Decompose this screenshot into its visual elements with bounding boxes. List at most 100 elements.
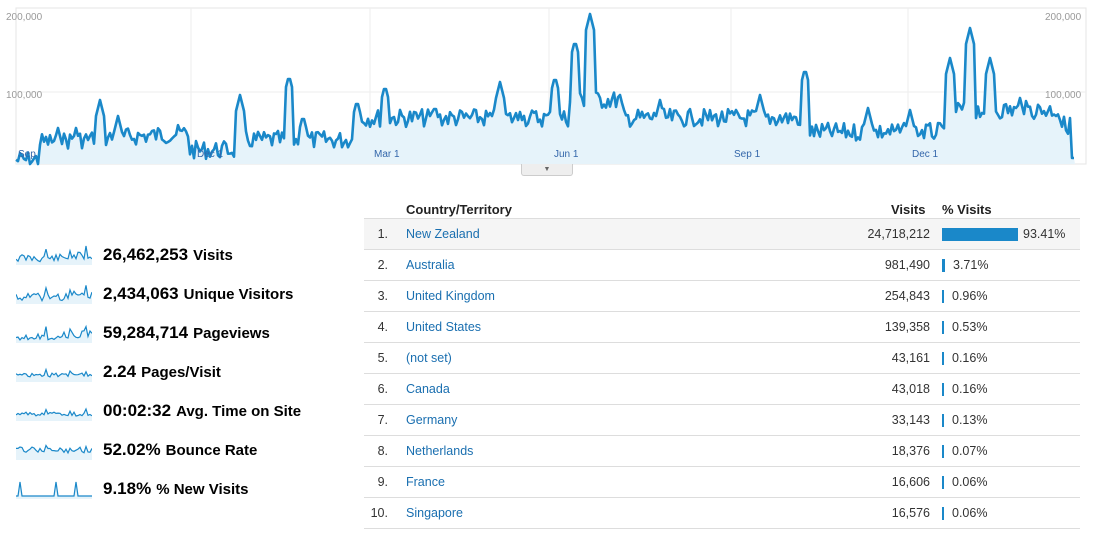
metric-label: % New Visits: [156, 480, 249, 498]
row-visits: 33,143: [891, 413, 930, 427]
row-rank: 7.: [377, 413, 388, 427]
row-pct-visits: 93.41%: [1023, 227, 1066, 241]
sparkline-icon: [16, 367, 92, 382]
row-pct-visits: 0.16%: [952, 351, 988, 365]
pct-visits-bar: [942, 352, 944, 365]
y-axis-label-left: 100,000: [6, 90, 43, 101]
row-pct-visits: 0.13%: [952, 413, 988, 427]
row-visits: 981,490: [884, 258, 930, 272]
row-visits: 16,576: [891, 506, 930, 520]
pct-visits-bar: [942, 290, 944, 303]
metric-label: Unique Visitors: [183, 285, 294, 303]
metric-label: Avg. Time on Site: [176, 402, 302, 420]
column-header-country[interactable]: Country/Territory: [406, 201, 512, 217]
table-row: 9. France 16,606 0.06%: [364, 467, 1080, 498]
table-row: 1. New Zealand 24,718,212 93.41%: [364, 219, 1080, 250]
row-rank: 9.: [377, 475, 388, 489]
collapse-chart-button[interactable]: ▼: [521, 164, 573, 176]
row-pct-visits: 0.53%: [952, 320, 988, 334]
metric-label: Bounce Rate: [165, 441, 258, 459]
metric-value: 9.18%: [103, 479, 152, 498]
metric-label: Pages/Visit: [141, 363, 221, 381]
column-header-pct-visits[interactable]: % Visits: [942, 201, 992, 217]
table-row: 10. Singapore 16,576 0.06%: [364, 498, 1080, 529]
row-rank: 3.: [377, 289, 388, 303]
pct-visits-bar: [942, 476, 944, 489]
y-axis-label-right: 200,000: [1045, 12, 1082, 23]
table-row: 3. United Kingdom 254,843 0.96%: [364, 281, 1080, 312]
visits-timeline-chart[interactable]: 200,000 100,000 200,000 100,000 Sep Dec …: [0, 0, 1095, 180]
table-row: 4. United States 139,358 0.53%: [364, 312, 1080, 343]
x-axis-label: Jun 1: [554, 149, 579, 160]
metric-value: 26,462,253: [103, 245, 189, 264]
metric-value: 00:02:32: [103, 401, 172, 420]
metric-pages-per-visit[interactable]: 2.24 Pages/Visit: [16, 361, 221, 383]
row-pct-visits: 0.16%: [952, 382, 988, 396]
country-link[interactable]: France: [406, 475, 445, 489]
x-axis-label: Dec 1: [197, 149, 224, 160]
metric-label: Visits: [193, 246, 233, 264]
metric-label: Pageviews: [193, 324, 270, 342]
country-link[interactable]: United Kingdom: [406, 289, 495, 303]
row-rank: 2.: [377, 258, 388, 272]
metric-value: 52.02%: [103, 440, 161, 459]
row-visits: 24,718,212: [867, 227, 930, 241]
chevron-down-icon: ▼: [543, 166, 551, 173]
country-link[interactable]: United States: [406, 320, 482, 334]
row-rank: 10.: [370, 506, 388, 520]
x-axis-label: Sep 1: [734, 149, 761, 160]
row-rank: 4.: [377, 320, 388, 334]
table-row: 8. Netherlands 18,376 0.07%: [364, 436, 1080, 467]
row-pct-visits: 0.07%: [952, 444, 988, 458]
sparkline-icon: [16, 285, 92, 304]
country-link[interactable]: Netherlands: [406, 444, 474, 458]
sparkline-icon: [16, 481, 92, 499]
column-header-visits[interactable]: Visits: [891, 201, 926, 217]
row-rank: 5.: [377, 351, 388, 365]
metric-visits[interactable]: 26,462,253 Visits: [16, 244, 233, 266]
row-pct-visits: 0.96%: [952, 289, 988, 303]
table-row: 6. Canada 43,018 0.16%: [364, 374, 1080, 405]
x-axis-label: Dec 1: [912, 149, 939, 160]
pct-visits-bar: [942, 507, 944, 520]
metric-bounce-rate[interactable]: 52.02% Bounce Rate: [16, 439, 257, 461]
row-visits: 43,018: [891, 382, 930, 396]
sparkline-icon: [16, 444, 92, 460]
metric-unique-visitors[interactable]: 2,434,063 Unique Visitors: [16, 283, 293, 305]
x-axis-label: Sep: [18, 149, 36, 160]
x-axis-label: Mar 1: [374, 149, 400, 160]
pct-visits-bar: [942, 445, 944, 458]
row-rank: 1.: [377, 227, 388, 241]
country-link[interactable]: Singapore: [406, 506, 463, 520]
visits-timeline-svg: [15, 7, 1087, 166]
row-visits: 18,376: [891, 444, 930, 458]
row-visits: 16,606: [891, 475, 930, 489]
row-visits: 254,843: [884, 289, 930, 303]
country-link[interactable]: New Zealand: [406, 227, 480, 241]
metric-avg-time-on-site[interactable]: 00:02:32 Avg. Time on Site: [16, 400, 301, 422]
metric-pageviews[interactable]: 59,284,714 Pageviews: [16, 322, 270, 344]
row-rank: 8.: [377, 444, 388, 458]
metric-new-visits[interactable]: 9.18% % New Visits: [16, 478, 248, 500]
table-row: 7. Germany 33,143 0.13%: [364, 405, 1080, 436]
pct-visits-bar: [942, 414, 944, 427]
header-divider: [364, 218, 1080, 219]
row-pct-visits: 0.06%: [952, 506, 988, 520]
country-link[interactable]: Australia: [406, 258, 455, 272]
y-axis-label-left: 200,000: [6, 12, 43, 23]
sparkline-icon: [16, 245, 92, 265]
row-visits: 139,358: [884, 320, 930, 334]
country-link[interactable]: (not set): [406, 351, 452, 365]
pct-visits-bar: [942, 228, 1018, 241]
pct-visits-bar: [942, 321, 944, 334]
pct-visits-bar: [942, 259, 945, 272]
row-pct-visits: 0.06%: [952, 475, 988, 489]
pct-visits-bar: [942, 383, 944, 396]
country-link[interactable]: Canada: [406, 382, 450, 396]
y-axis-label-right: 100,000: [1045, 90, 1082, 101]
sparkline-icon: [16, 407, 92, 421]
row-visits: 43,161: [891, 351, 930, 365]
table-row: 5. (not set) 43,161 0.16%: [364, 343, 1080, 374]
country-link[interactable]: Germany: [406, 413, 458, 427]
table-row: 2. Australia 981,490 3.71%: [364, 250, 1080, 281]
